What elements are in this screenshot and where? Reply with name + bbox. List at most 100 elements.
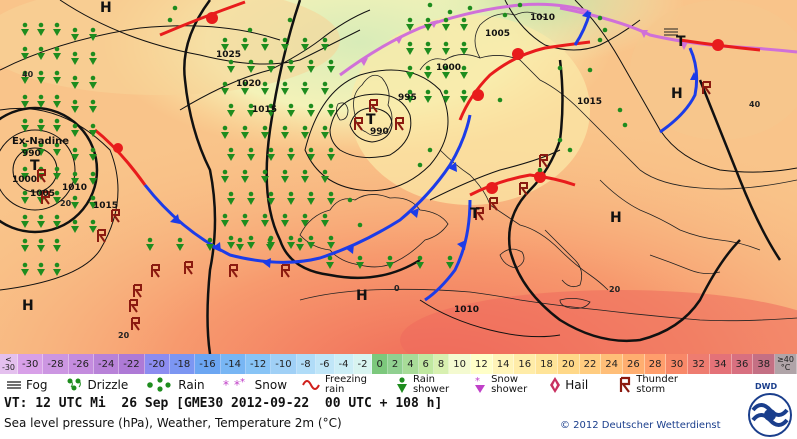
scale-cell: -30 bbox=[18, 354, 44, 374]
legend-hail: Hail bbox=[549, 374, 588, 396]
rain-symbol bbox=[89, 27, 97, 41]
legend-rain-shower: Rain shower bbox=[395, 374, 449, 396]
legend-snow-label: Snow bbox=[254, 378, 288, 392]
svg-text:*: * bbox=[223, 378, 229, 392]
rain-symbol bbox=[326, 255, 334, 269]
rain-symbol bbox=[227, 235, 235, 249]
rain-dot bbox=[567, 147, 573, 153]
rain-symbol bbox=[281, 213, 289, 227]
rain-symbol bbox=[321, 81, 329, 95]
rain-dot-symbols bbox=[167, 2, 628, 228]
legend-snow-shower-label-1: Snow bbox=[491, 374, 519, 385]
rain-symbol bbox=[442, 41, 450, 55]
storm-name-label: Ex-Nadine bbox=[12, 136, 69, 147]
rain-dot bbox=[557, 137, 563, 143]
rain-dot bbox=[427, 2, 433, 8]
rain-symbol bbox=[266, 237, 274, 251]
rain-symbol bbox=[206, 237, 214, 251]
rain-symbol bbox=[301, 37, 309, 51]
legend-drizzle-label: Drizzle bbox=[87, 378, 129, 392]
rain-symbol bbox=[460, 17, 468, 31]
rain-symbol bbox=[261, 37, 269, 51]
rain-dot bbox=[587, 67, 593, 73]
rain-symbol bbox=[37, 46, 45, 60]
rain-symbol bbox=[37, 70, 45, 84]
scale-cell: 34 bbox=[709, 354, 732, 374]
rain-symbol bbox=[287, 59, 295, 73]
rain-symbol bbox=[221, 213, 229, 227]
legend-freezing-rain-label-2: rain bbox=[325, 384, 345, 395]
temperature-label: 40 bbox=[749, 100, 761, 109]
rain-symbol bbox=[281, 81, 289, 95]
legend-thunderstorm-label-2: storm bbox=[636, 384, 666, 395]
scale-cell: 4 bbox=[403, 354, 419, 374]
rain-symbol bbox=[221, 81, 229, 95]
rain-dot bbox=[357, 222, 363, 228]
scale-cell: -20 bbox=[144, 354, 170, 374]
scale-cell: -24 bbox=[93, 354, 120, 374]
rain-symbol bbox=[406, 65, 414, 79]
rain-symbol bbox=[241, 213, 249, 227]
rain-symbol bbox=[37, 262, 45, 276]
scale-cell: 12 bbox=[471, 354, 493, 374]
isobars bbox=[0, 0, 797, 354]
occluded-front bbox=[339, 2, 591, 77]
cold-front-symbols bbox=[170, 10, 698, 268]
rain-symbol bbox=[21, 214, 29, 228]
coastlines bbox=[299, 11, 797, 322]
legend-thunderstorm: Thunder storm bbox=[618, 374, 678, 396]
rain-symbol bbox=[406, 89, 414, 103]
rain-symbol bbox=[327, 235, 335, 249]
rain-symbol bbox=[301, 125, 309, 139]
scale-cell: -16 bbox=[195, 354, 221, 374]
rain-symbol bbox=[53, 46, 61, 60]
rain-dot bbox=[597, 37, 603, 43]
scale-cell: -26 bbox=[68, 354, 94, 374]
hail-icon bbox=[550, 377, 561, 393]
rain-symbol bbox=[406, 17, 414, 31]
scale-cell: 26 bbox=[623, 354, 645, 374]
legend-snow-shower: * Snow shower bbox=[473, 374, 527, 396]
scale-cell: -8 bbox=[296, 354, 316, 374]
low-pressure-label: T bbox=[366, 112, 376, 128]
isobar-label: 1010 bbox=[454, 305, 479, 315]
rain-symbol bbox=[321, 169, 329, 183]
thunderstorm-symbol bbox=[229, 264, 238, 278]
temperature-label: 20 bbox=[118, 331, 130, 340]
dwd-logo-icon: DWD bbox=[748, 382, 792, 437]
rain-symbol bbox=[281, 169, 289, 183]
rain-dot bbox=[617, 107, 623, 113]
rain-symbol bbox=[460, 65, 468, 79]
rain-symbol bbox=[89, 99, 97, 113]
high-pressure-label: H bbox=[671, 86, 683, 102]
weather-map: 1025 1020 1015 1000 995 990 990 1000 100… bbox=[0, 0, 797, 354]
rain-symbol bbox=[247, 235, 255, 249]
rain-dot bbox=[467, 5, 473, 11]
rain-symbol bbox=[146, 237, 154, 251]
rain-symbol bbox=[71, 75, 79, 89]
isobar-label: 1000 bbox=[12, 175, 37, 185]
scale-cell: 36 bbox=[731, 354, 754, 374]
high-pressure-label: H bbox=[100, 0, 112, 16]
svg-text:*: * bbox=[240, 377, 245, 388]
scale-cell: 0 bbox=[372, 354, 388, 374]
rain-symbol bbox=[21, 262, 29, 276]
drizzle-icon bbox=[67, 378, 82, 391]
rain-symbol bbox=[261, 169, 269, 183]
temperature-label: 0 bbox=[394, 284, 400, 293]
svg-text:*: * bbox=[234, 378, 240, 392]
rain-symbol bbox=[71, 171, 79, 185]
rain-symbol bbox=[424, 65, 432, 79]
high-pressure-label: H bbox=[22, 298, 34, 314]
thunderstorm-symbol bbox=[702, 81, 711, 95]
rain-symbol bbox=[53, 70, 61, 84]
isobar-label: 995 bbox=[398, 93, 417, 103]
thunderstorm-symbol bbox=[133, 284, 142, 298]
low-pressure-label: T bbox=[30, 158, 40, 174]
rain-symbol bbox=[267, 59, 275, 73]
rain-symbol bbox=[442, 89, 450, 103]
thunderstorm-symbol bbox=[281, 264, 290, 278]
valid-time-line: VT: 12 UTC Mi 26 Sep [GME30 2012-09-22 0… bbox=[4, 396, 443, 411]
rain-symbol bbox=[21, 166, 29, 180]
